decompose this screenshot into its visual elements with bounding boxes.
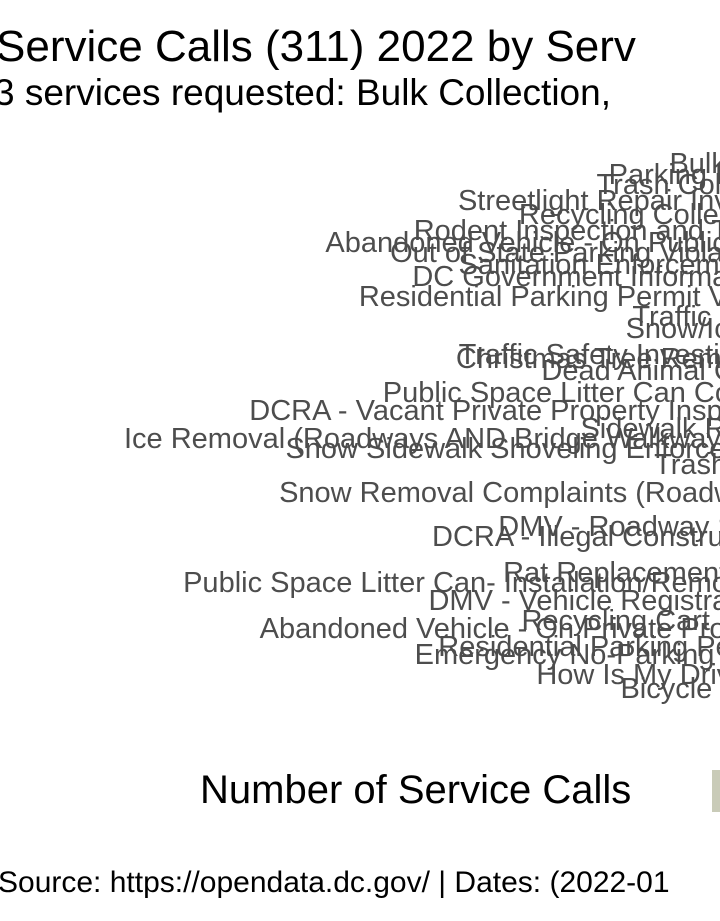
category-label: Sidewalk Repair [580, 413, 720, 445]
category-label: Public Space Litter Can- Installation/Re… [183, 567, 720, 599]
category-label: How Is My Driving [536, 659, 720, 691]
category-label: Snow Sidewalk Shoveling Enforcement [285, 433, 720, 465]
category-label: Trash Cart [654, 449, 720, 481]
category-label: DCRA - Illegal Construction [432, 521, 720, 553]
category-label: Bicycle Serv [620, 673, 720, 705]
category-label: Snow Removal Complaints (Roadways) [279, 477, 720, 509]
category-label: Bulk Colle [669, 148, 720, 180]
category-label: Rodent Inspection and Trea [414, 215, 720, 247]
category-label: Trash Collection [597, 169, 720, 201]
category-label: Dead Animal Colle [541, 355, 720, 387]
category-label: Sanitation Enforcement [459, 249, 720, 281]
x-axis-label: Number of Service Calls [200, 768, 632, 812]
category-label: Parking Enforce [609, 159, 720, 191]
category-label: Emergency No-Parking Signs [415, 639, 720, 671]
category-label: Snow/Ice Re [626, 313, 720, 345]
category-label: Traffic Safety Investigat [459, 339, 720, 371]
chart-caption: Source: https://opendata.dc.gov/ | Dates… [0, 866, 670, 899]
category-label: DCRA - Vacant Private Property Inspectio… [249, 395, 720, 427]
category-label: Public Space Litter Can Colle [383, 377, 720, 409]
category-label: DMV - Vehicle Registration [428, 585, 720, 617]
category-label: Recycling Cart [521, 605, 710, 637]
category-label: Out of State Parking Violation [390, 237, 720, 269]
category-label: Rat Replacement Cart [503, 557, 720, 589]
chart-title: Service Calls (311) 2022 by Serv [0, 22, 636, 71]
category-label: Streetlight Repair Investig [458, 185, 720, 217]
category-label: Residential Parking Permit Vio [359, 281, 720, 313]
category-label: DC Government Information [412, 261, 720, 293]
category-label: Abandoned Vehicle - On Public Pro [325, 227, 720, 259]
category-label: Christmas Tree Removal [456, 343, 720, 375]
category-label: Recycling Collection [519, 199, 720, 231]
legend-swatch [712, 770, 720, 812]
category-label: Ice Removal (Roadways AND Bridge Walkway… [124, 423, 720, 455]
category-label: Abandoned Vehicle - On Private Property [260, 613, 720, 645]
chart-subtitle: 3 services requested: Bulk Collection, [0, 72, 611, 113]
category-label: DMV - Roadway Signs [498, 511, 720, 543]
category-label: Traffic Signal [632, 301, 720, 333]
category-label: Residential Parking Permit [438, 631, 720, 663]
